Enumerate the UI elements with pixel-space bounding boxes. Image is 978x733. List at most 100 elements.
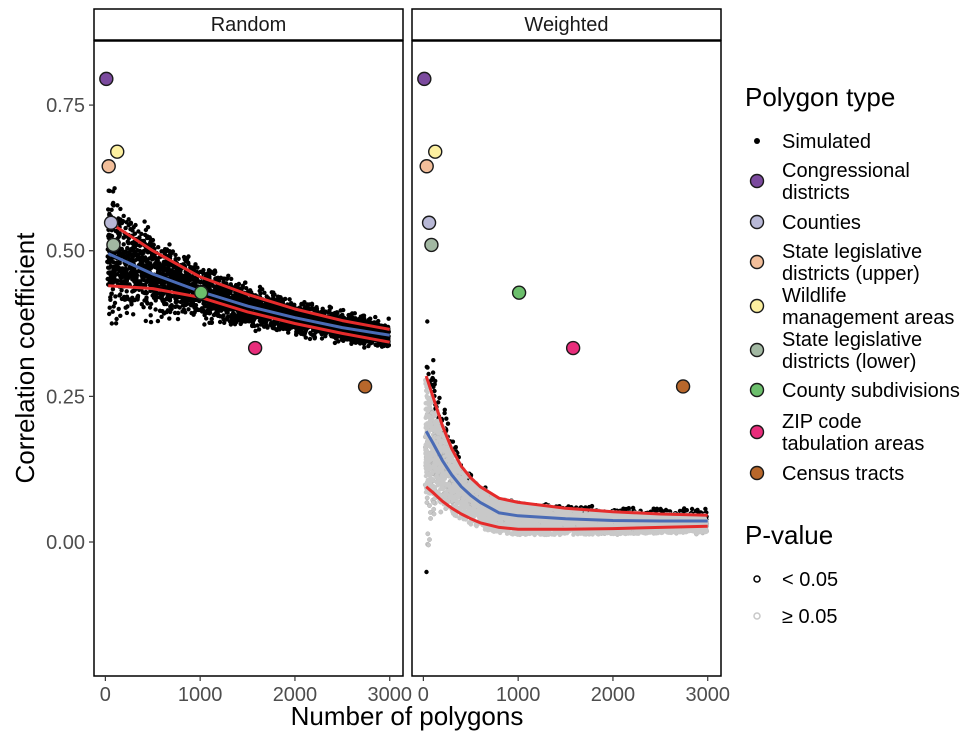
- simulated-point: [204, 310, 210, 315]
- simulated-point: [220, 306, 226, 311]
- simulated-point: [177, 274, 182, 279]
- simulated-point: [112, 300, 118, 306]
- simulated-point: [173, 296, 178, 301]
- simulated-point: [132, 288, 137, 293]
- simulated-point: [161, 262, 167, 267]
- simulated-point: [135, 252, 141, 257]
- simulated-point: [281, 326, 286, 332]
- simulated-point: [119, 270, 124, 275]
- panel-border: [93, 40, 404, 677]
- simulated-point: [165, 293, 170, 299]
- simulated-point: [123, 225, 128, 231]
- simulated-point: [209, 320, 215, 325]
- simulated-point: [126, 217, 131, 222]
- plot-area: [417, 71, 710, 575]
- simulated-point: [120, 251, 125, 256]
- simulated-point: [224, 281, 229, 286]
- facet-panels: Random Weighted: [93, 8, 722, 677]
- simulated-point: [159, 314, 164, 319]
- simulated-point: [427, 503, 432, 508]
- simulated-point: [124, 310, 130, 316]
- simulated-point: [119, 296, 125, 302]
- simulated-point: [240, 283, 245, 288]
- simulated-point: [250, 322, 255, 328]
- observed-point: [103, 215, 119, 230]
- simulated-point: [109, 291, 114, 296]
- simulated-point: [183, 288, 188, 293]
- simulated-point: [433, 378, 438, 384]
- observed-point: [99, 71, 114, 87]
- lower-interval-line: [108, 284, 390, 344]
- simulated-point: [312, 336, 317, 341]
- simulated-point: [181, 307, 187, 312]
- simulated-point: [121, 235, 126, 240]
- simulated-point: [141, 305, 146, 310]
- plot-area: [99, 71, 391, 394]
- observed-point: [357, 379, 373, 394]
- simulated-point: [335, 310, 340, 316]
- simulated-point: [258, 291, 263, 296]
- simulated-point: [327, 304, 332, 309]
- simulated-point: [258, 322, 264, 327]
- simulated-point: [206, 282, 212, 287]
- simulated-point: [255, 323, 260, 328]
- simulated-point: [222, 320, 227, 325]
- simulated-point: [270, 325, 275, 331]
- simulated-point: [230, 319, 236, 324]
- simulated-point: [107, 211, 112, 216]
- simulated-point: [169, 303, 174, 308]
- simulated-point: [116, 234, 122, 239]
- simulated-point: [107, 276, 112, 282]
- simulated-point: [349, 316, 354, 322]
- simulated-point: [286, 330, 291, 335]
- simulated-point: [382, 323, 388, 328]
- simulated-point: [208, 307, 214, 312]
- simulated-point: [107, 311, 112, 317]
- simulated-point: [132, 231, 138, 236]
- simulated-point: [137, 235, 142, 240]
- simulated-point: [228, 282, 233, 287]
- simulated-point: [160, 249, 166, 254]
- simulated-point: [310, 306, 315, 312]
- facet-strip-label: Random: [211, 14, 287, 36]
- simulated-point: [118, 313, 123, 318]
- simulated-point: [269, 290, 274, 295]
- simulated-point: [189, 289, 195, 294]
- simulated-point: [207, 271, 212, 276]
- simulated-point: [122, 267, 128, 272]
- simulated-point: [130, 255, 135, 260]
- simulated-point: [280, 297, 286, 302]
- simulated-point: [107, 305, 112, 310]
- mean-trend-line: [107, 252, 390, 337]
- simulated-point: [353, 337, 358, 343]
- simulated-point: [111, 304, 116, 309]
- simulated-point: [125, 245, 130, 251]
- simulated-point: [427, 537, 432, 542]
- simulated-point: [168, 271, 173, 277]
- simulated-point: [111, 260, 116, 265]
- simulated-point: [319, 336, 325, 341]
- simulated-point: [169, 250, 174, 256]
- simulated-point: [161, 300, 167, 305]
- simulated-point: [445, 421, 451, 426]
- simulated-point: [169, 294, 174, 299]
- simulated-point: [424, 500, 430, 505]
- simulated-point: [113, 294, 118, 299]
- simulated-point: [239, 297, 245, 302]
- simulated-point: [229, 276, 234, 282]
- simulated-point: [260, 287, 265, 292]
- simulated-point: [269, 305, 275, 310]
- simulated-point: [213, 287, 218, 292]
- simulated-point: [172, 310, 178, 316]
- simulated-point: [373, 314, 378, 320]
- simulated-point: [111, 200, 116, 206]
- simulated-point: [134, 269, 139, 274]
- simulated-point: [145, 234, 150, 239]
- simulated-point: [131, 244, 136, 249]
- simulated-point: [134, 273, 140, 278]
- simulated-point: [247, 301, 253, 306]
- simulated-point: [244, 286, 249, 291]
- simulated-point: [291, 312, 297, 317]
- simulated-point: [432, 382, 437, 387]
- simulated-point: [191, 275, 197, 281]
